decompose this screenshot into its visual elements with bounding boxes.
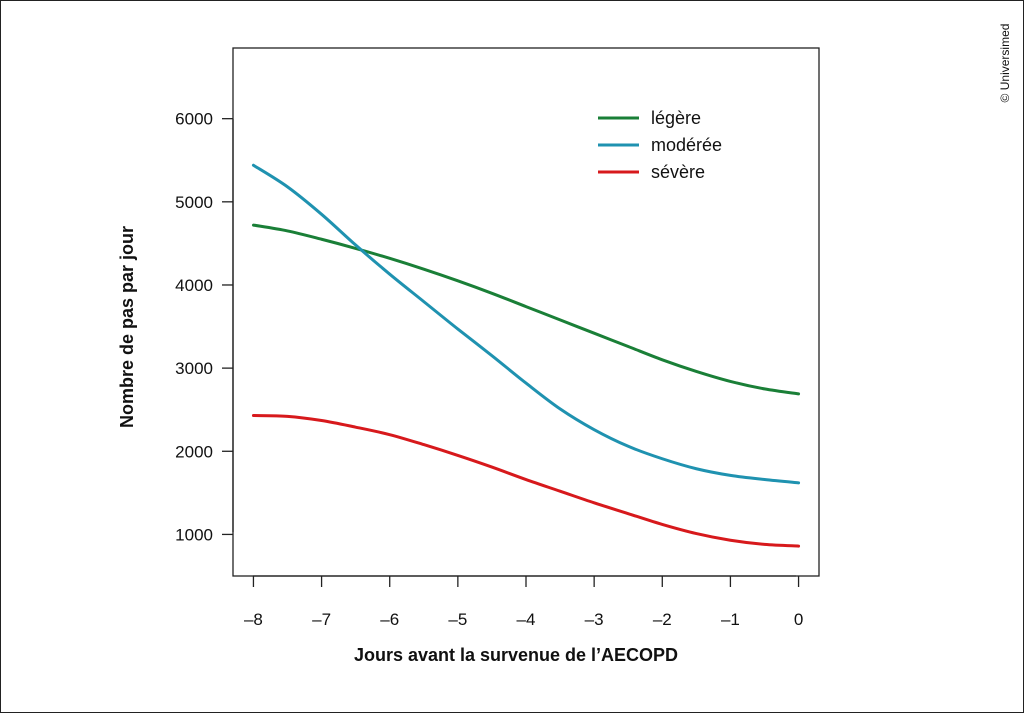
series-lines <box>251 163 801 548</box>
x-axis: –8 –7 –6 –5 –4 –3 –2 –1 0 <box>244 575 803 629</box>
y-tick-label: 2000 <box>175 442 213 461</box>
legend-entry: sévère <box>651 162 705 182</box>
y-tick-label: 6000 <box>175 110 213 129</box>
y-tick-label: 1000 <box>175 525 213 544</box>
x-tick-label: –8 <box>244 610 263 629</box>
legend-entry: modérée <box>651 135 722 155</box>
legend-entry: légère <box>651 108 701 128</box>
y-axis: 1000 2000 3000 4000 5000 6000 <box>175 110 234 544</box>
x-tick-label: –5 <box>448 610 467 629</box>
x-tick-label: –2 <box>653 610 672 629</box>
legend: légère modérée sévère <box>598 108 722 182</box>
y-axis-title: Nombre de pas par jour <box>117 226 137 428</box>
x-tick-label: –3 <box>585 610 604 629</box>
x-tick-label: –1 <box>721 610 740 629</box>
y-tick-label: 3000 <box>175 359 213 378</box>
x-axis-title: Jours avant la survenue de l’AECOPD <box>354 645 678 665</box>
plot-area-border <box>232 47 820 577</box>
y-tick-label: 4000 <box>175 276 213 295</box>
series-line <box>251 163 801 485</box>
series-line <box>251 414 801 548</box>
x-tick-label: –6 <box>380 610 399 629</box>
x-tick-label: –4 <box>517 610 536 629</box>
x-tick-label: –7 <box>312 610 331 629</box>
y-tick-label: 5000 <box>175 193 213 212</box>
series-line <box>251 223 801 396</box>
copyright-text: © Universimed <box>998 24 1012 103</box>
x-tick-label: 0 <box>794 610 803 629</box>
